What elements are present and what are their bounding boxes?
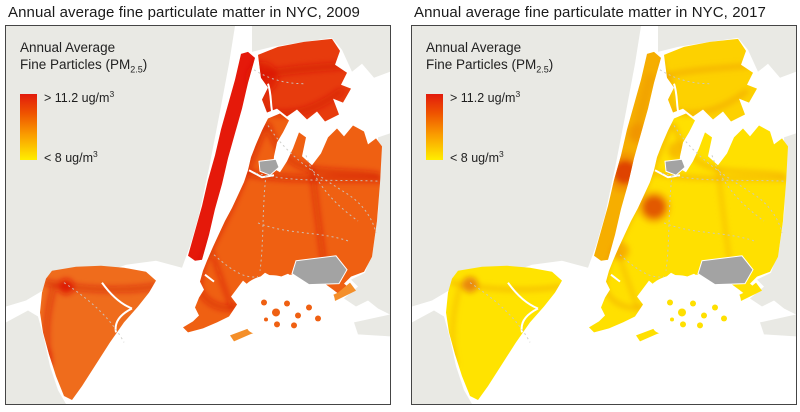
legend-min-label: < 8 ug/m3 — [450, 148, 504, 165]
map-title-2017: Annual average fine particulate matter i… — [414, 4, 766, 21]
legend-min-label: < 8 ug/m3 — [44, 148, 98, 165]
map-title-2009: Annual average fine particulate matter i… — [8, 4, 360, 21]
legend-title: Annual Average Fine Particles (PM2.5) — [426, 40, 554, 75]
legend-max-label: > 11.2 ug/m3 — [44, 88, 115, 105]
legend-max-label: > 11.2 ug/m3 — [450, 88, 521, 105]
legend-2017: Annual Average Fine Particles (PM2.5) > … — [426, 39, 553, 165]
map-panel-2017: Annual Average Fine Particles (PM2.5) > … — [411, 25, 797, 405]
nyc-pm25-map-2009 — [6, 26, 390, 404]
legend-gradient-bar — [426, 93, 443, 160]
panel-2017: Annual average fine particulate matter i… — [411, 2, 797, 405]
legend-title: Annual Average Fine Particles (PM2.5) — [20, 40, 148, 75]
map-panel-2009: Annual Average Fine Particles (PM2.5) > … — [5, 25, 391, 405]
nyc-pm25-map-2017 — [412, 26, 796, 404]
panel-2009: Annual average fine particulate matter i… — [5, 2, 391, 405]
legend-2009: Annual Average Fine Particles (PM2.5) > … — [20, 39, 147, 165]
legend-gradient-bar — [20, 93, 37, 160]
